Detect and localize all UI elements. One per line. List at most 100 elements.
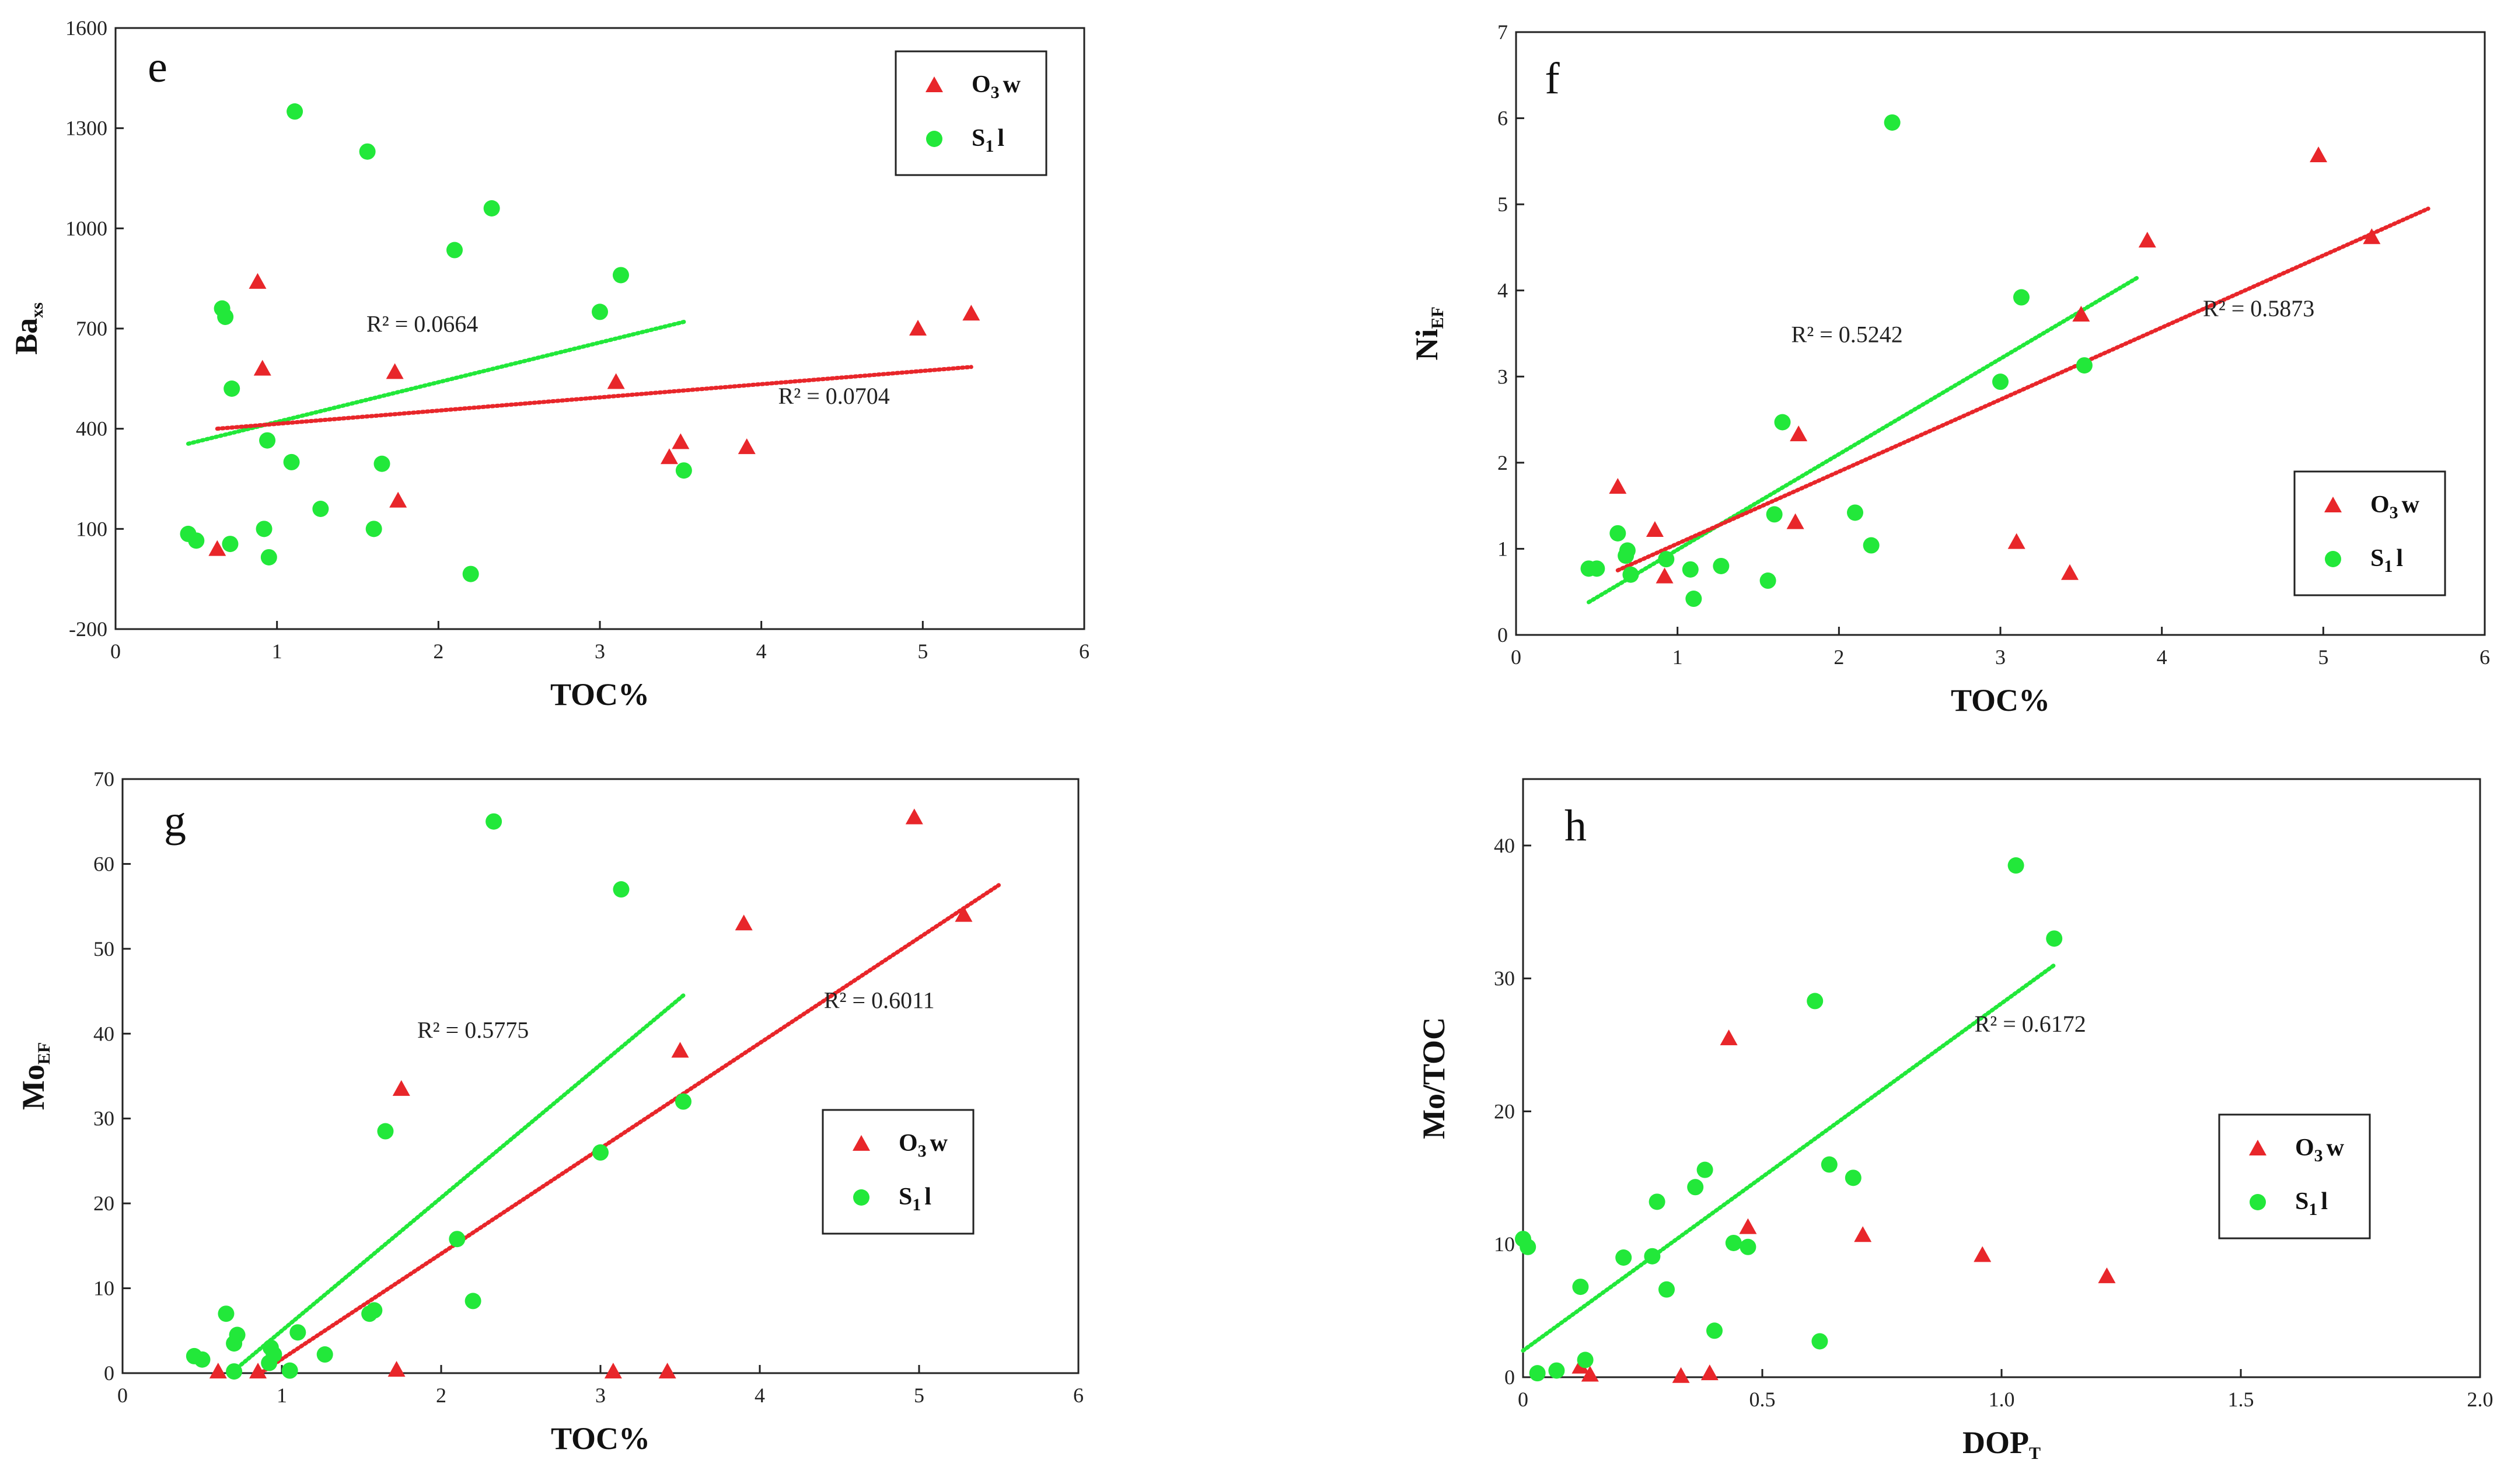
point-s1l bbox=[1658, 551, 1675, 568]
x-tick-label: 1 bbox=[272, 640, 282, 663]
legend-label-o3w: O3 w bbox=[972, 71, 1021, 102]
y-tick-label: -200 bbox=[69, 617, 107, 641]
plot-frame bbox=[121, 778, 1080, 1374]
point-o3w bbox=[2007, 533, 2025, 549]
point-o3w bbox=[672, 433, 690, 449]
point-s1l bbox=[1619, 542, 1636, 559]
point-o3w bbox=[738, 438, 756, 455]
y-tick-label: 1600 bbox=[65, 16, 107, 40]
legend-label-s1l: S1 l bbox=[2295, 1188, 2328, 1219]
point-s1l bbox=[613, 881, 630, 898]
point-s1l bbox=[1658, 1281, 1675, 1298]
point-s1l bbox=[1807, 993, 1824, 1010]
x-tick-label: 3 bbox=[1995, 645, 2006, 669]
y-tick-label: 7 bbox=[1497, 20, 1508, 44]
y-tick-label: 50 bbox=[93, 937, 114, 961]
legend: O3 w S1 l bbox=[2293, 470, 2446, 596]
trendline-s1l bbox=[232, 993, 686, 1373]
point-s1l bbox=[194, 1351, 211, 1368]
point-s1l bbox=[226, 1363, 243, 1380]
y-axis-label: Mo/TOC bbox=[1416, 1017, 1451, 1139]
x-tick-label: 4 bbox=[756, 640, 767, 663]
y-tick-label: 70 bbox=[93, 767, 114, 791]
point-s1l bbox=[1682, 561, 1699, 578]
point-s1l bbox=[1992, 373, 2009, 390]
legend-label-o3w: O3 w bbox=[899, 1130, 948, 1161]
y-axis-label: MoEF bbox=[16, 1042, 54, 1110]
point-s1l bbox=[2013, 289, 2030, 306]
point-o3w bbox=[1854, 1226, 1872, 1242]
point-s1l bbox=[1740, 1238, 1756, 1255]
x-tick-label: 1.5 bbox=[2228, 1388, 2254, 1411]
y-tick-label: 4 bbox=[1497, 279, 1508, 302]
x-tick-label: 6 bbox=[2479, 645, 2490, 669]
y-axis-label: Baxs bbox=[9, 302, 47, 355]
y-tick-label: 100 bbox=[76, 517, 107, 540]
y-tick-label: 700 bbox=[76, 317, 107, 340]
y-tick-label: 10 bbox=[1494, 1232, 1515, 1256]
point-s1l bbox=[2046, 930, 2063, 947]
point-s1l bbox=[222, 536, 239, 553]
y-tick-label: 20 bbox=[1494, 1099, 1515, 1123]
point-s1l bbox=[446, 242, 463, 259]
r2-label: R² = 0.5242 bbox=[1791, 321, 1903, 347]
point-o3w bbox=[962, 305, 980, 321]
chart-f: 0 1 2 3 4 5 6 0 1 2 3 4 5 6 7 TOC% NiEF f R² = 0.5242 R² = … bbox=[1409, 20, 2490, 718]
point-o3w bbox=[1786, 513, 1804, 529]
y-tick-label: 30 bbox=[1494, 967, 1515, 990]
legend-box bbox=[2218, 1113, 2371, 1239]
point-s1l bbox=[283, 453, 300, 470]
point-s1l bbox=[1766, 506, 1783, 523]
point-o3w bbox=[2061, 564, 2079, 580]
y-axis-label: NiEF bbox=[1409, 306, 1447, 360]
chart-e: 0 1 2 3 4 5 6 -200 100 400 700 1000 1300 1600 TOC% Baxs… bbox=[9, 16, 1089, 712]
point-s1l bbox=[281, 1362, 298, 1379]
point-s1l bbox=[316, 1346, 333, 1363]
x-tick-label: 6 bbox=[1073, 1384, 1084, 1407]
legend-marker-o3w bbox=[853, 1135, 870, 1151]
trendline-o3w bbox=[1615, 207, 2430, 572]
point-s1l bbox=[1649, 1193, 1665, 1210]
point-s1l bbox=[217, 308, 234, 325]
point-o3w bbox=[1790, 425, 1808, 442]
point-o3w bbox=[2310, 146, 2328, 163]
point-s1l bbox=[359, 143, 376, 160]
legend: O3 w S1 l bbox=[822, 1109, 975, 1235]
point-s1l bbox=[465, 1293, 481, 1310]
y-tick-label: 30 bbox=[93, 1107, 114, 1130]
y-tick-label: 20 bbox=[93, 1192, 114, 1215]
legend-label-s1l: S1 l bbox=[899, 1183, 931, 1214]
x-axis-label: TOC% bbox=[551, 1421, 650, 1456]
point-o3w bbox=[389, 491, 407, 508]
legend: O3 w S1 l bbox=[2218, 1113, 2371, 1239]
point-s1l bbox=[592, 1144, 609, 1161]
point-s1l bbox=[449, 1231, 466, 1248]
point-s1l bbox=[1774, 414, 1791, 431]
point-s1l bbox=[1520, 1238, 1536, 1255]
point-o3w bbox=[2138, 232, 2156, 248]
point-o3w bbox=[386, 363, 404, 379]
point-s1l bbox=[256, 521, 273, 537]
point-o3w bbox=[735, 914, 753, 931]
point-o3w bbox=[249, 273, 267, 289]
point-o3w bbox=[1672, 1367, 1690, 1383]
panel-label: h bbox=[1564, 801, 1587, 850]
x-tick-label: 3 bbox=[595, 1384, 606, 1407]
point-s1l bbox=[1622, 566, 1639, 583]
x-tick-label: 0 bbox=[1511, 645, 1521, 669]
legend-marker-o3w bbox=[2249, 1140, 2266, 1155]
trendline-o3w bbox=[215, 365, 973, 431]
point-s1l bbox=[266, 1346, 282, 1363]
point-s1l bbox=[218, 1305, 235, 1322]
point-s1l bbox=[260, 549, 277, 565]
point-o3w bbox=[671, 1042, 689, 1058]
point-s1l bbox=[188, 532, 205, 549]
point-s1l bbox=[229, 1326, 246, 1343]
x-axis-label: TOC% bbox=[1951, 683, 2050, 718]
r2-label: R² = 0.6011 bbox=[824, 987, 935, 1014]
y-tick-label: 40 bbox=[1494, 834, 1515, 857]
panel-label: g bbox=[164, 797, 186, 846]
y-tick-label: 6 bbox=[1497, 107, 1508, 130]
point-s1l bbox=[1696, 1161, 1713, 1178]
